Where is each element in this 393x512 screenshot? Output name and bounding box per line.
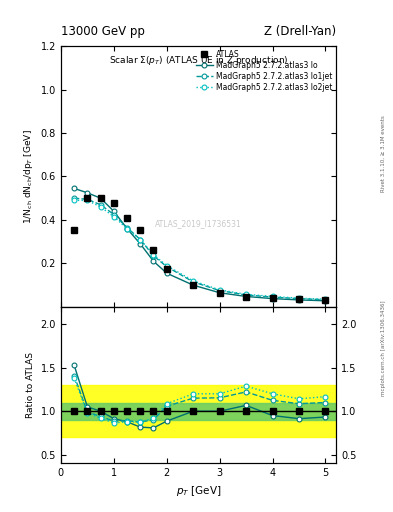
- MadGraph5 2.7.2.atlas3 lo: [98, 195, 103, 201]
- MadGraph5 2.7.2.atlas3 lo: [85, 190, 90, 196]
- MadGraph5 2.7.2.atlas3 lo2jet: [112, 214, 116, 220]
- MadGraph5 2.7.2.atlas3 lo2jet: [85, 197, 90, 203]
- ATLAS: [323, 297, 328, 304]
- MadGraph5 2.7.2.atlas3 lo1jet: [138, 237, 143, 243]
- MadGraph5 2.7.2.atlas3 lo: [72, 185, 77, 191]
- MadGraph5 2.7.2.atlas3 lo1jet: [297, 295, 301, 302]
- MadGraph5 2.7.2.atlas3 lo2jet: [244, 291, 248, 297]
- Line: MadGraph5 2.7.2.atlas3 lo1jet: MadGraph5 2.7.2.atlas3 lo1jet: [72, 196, 328, 302]
- MadGraph5 2.7.2.atlas3 lo1jet: [164, 264, 169, 270]
- MadGraph5 2.7.2.atlas3 lo2jet: [217, 287, 222, 293]
- Line: MadGraph5 2.7.2.atlas3 lo2jet: MadGraph5 2.7.2.atlas3 lo2jet: [72, 198, 328, 302]
- MadGraph5 2.7.2.atlas3 lo: [217, 290, 222, 296]
- MadGraph5 2.7.2.atlas3 lo2jet: [164, 263, 169, 269]
- MadGraph5 2.7.2.atlas3 lo2jet: [138, 237, 143, 243]
- Line: MadGraph5 2.7.2.atlas3 lo: MadGraph5 2.7.2.atlas3 lo: [72, 186, 328, 303]
- MadGraph5 2.7.2.atlas3 lo1jet: [125, 224, 129, 230]
- MadGraph5 2.7.2.atlas3 lo: [323, 297, 328, 304]
- Text: mcplots.cern.ch [arXiv:1306.3436]: mcplots.cern.ch [arXiv:1306.3436]: [381, 301, 386, 396]
- MadGraph5 2.7.2.atlas3 lo1jet: [270, 294, 275, 300]
- Y-axis label: Ratio to ATLAS: Ratio to ATLAS: [26, 352, 35, 418]
- X-axis label: $p_T$ [GeV]: $p_T$ [GeV]: [176, 484, 221, 498]
- Y-axis label: 1/N$_{\rm ch}$ dN$_{\rm ch}$/dp$_T$ [GeV]: 1/N$_{\rm ch}$ dN$_{\rm ch}$/dp$_T$ [GeV…: [22, 129, 35, 224]
- ATLAS: [191, 282, 196, 288]
- Text: Z (Drell-Yan): Z (Drell-Yan): [264, 26, 336, 38]
- MadGraph5 2.7.2.atlas3 lo: [191, 282, 196, 288]
- Text: Rivet 3.1.10, ≥ 3.1M events: Rivet 3.1.10, ≥ 3.1M events: [381, 115, 386, 192]
- Legend: ATLAS, MadGraph5 2.7.2.atlas3 lo, MadGraph5 2.7.2.atlas3 lo1jet, MadGraph5 2.7.2: ATLAS, MadGraph5 2.7.2.atlas3 lo, MadGra…: [195, 48, 334, 93]
- MadGraph5 2.7.2.atlas3 lo1jet: [85, 196, 90, 202]
- ATLAS: [297, 296, 301, 303]
- MadGraph5 2.7.2.atlas3 lo: [270, 295, 275, 302]
- MadGraph5 2.7.2.atlas3 lo: [112, 208, 116, 215]
- ATLAS: [151, 247, 156, 253]
- MadGraph5 2.7.2.atlas3 lo1jet: [151, 253, 156, 259]
- Text: ATLAS_2019_I1736531: ATLAS_2019_I1736531: [155, 219, 242, 228]
- MadGraph5 2.7.2.atlas3 lo1jet: [191, 279, 196, 285]
- MadGraph5 2.7.2.atlas3 lo: [164, 270, 169, 276]
- MadGraph5 2.7.2.atlas3 lo2jet: [151, 251, 156, 258]
- MadGraph5 2.7.2.atlas3 lo1jet: [217, 288, 222, 294]
- ATLAS: [85, 195, 90, 201]
- Line: ATLAS: ATLAS: [72, 196, 328, 303]
- MadGraph5 2.7.2.atlas3 lo1jet: [98, 202, 103, 208]
- MadGraph5 2.7.2.atlas3 lo: [297, 297, 301, 303]
- MadGraph5 2.7.2.atlas3 lo2jet: [323, 296, 328, 303]
- ATLAS: [270, 295, 275, 301]
- MadGraph5 2.7.2.atlas3 lo1jet: [244, 292, 248, 298]
- MadGraph5 2.7.2.atlas3 lo1jet: [112, 211, 116, 218]
- MadGraph5 2.7.2.atlas3 lo2jet: [125, 226, 129, 232]
- ATLAS: [138, 227, 143, 233]
- ATLAS: [112, 200, 116, 206]
- MadGraph5 2.7.2.atlas3 lo: [244, 293, 248, 300]
- ATLAS: [244, 294, 248, 300]
- Text: 13000 GeV pp: 13000 GeV pp: [61, 26, 145, 38]
- MadGraph5 2.7.2.atlas3 lo: [138, 241, 143, 247]
- MadGraph5 2.7.2.atlas3 lo1jet: [72, 195, 77, 201]
- Text: Scalar $\Sigma(p_T)$ (ATLAS UE in Z production): Scalar $\Sigma(p_T)$ (ATLAS UE in Z prod…: [109, 54, 288, 67]
- MadGraph5 2.7.2.atlas3 lo2jet: [270, 293, 275, 300]
- MadGraph5 2.7.2.atlas3 lo: [151, 258, 156, 264]
- ATLAS: [98, 195, 103, 201]
- MadGraph5 2.7.2.atlas3 lo2jet: [191, 278, 196, 284]
- ATLAS: [164, 266, 169, 272]
- ATLAS: [217, 290, 222, 296]
- MadGraph5 2.7.2.atlas3 lo2jet: [98, 204, 103, 210]
- MadGraph5 2.7.2.atlas3 lo: [125, 226, 129, 232]
- MadGraph5 2.7.2.atlas3 lo1jet: [323, 296, 328, 303]
- ATLAS: [72, 227, 77, 233]
- MadGraph5 2.7.2.atlas3 lo2jet: [72, 197, 77, 203]
- MadGraph5 2.7.2.atlas3 lo2jet: [297, 295, 301, 301]
- ATLAS: [125, 215, 129, 221]
